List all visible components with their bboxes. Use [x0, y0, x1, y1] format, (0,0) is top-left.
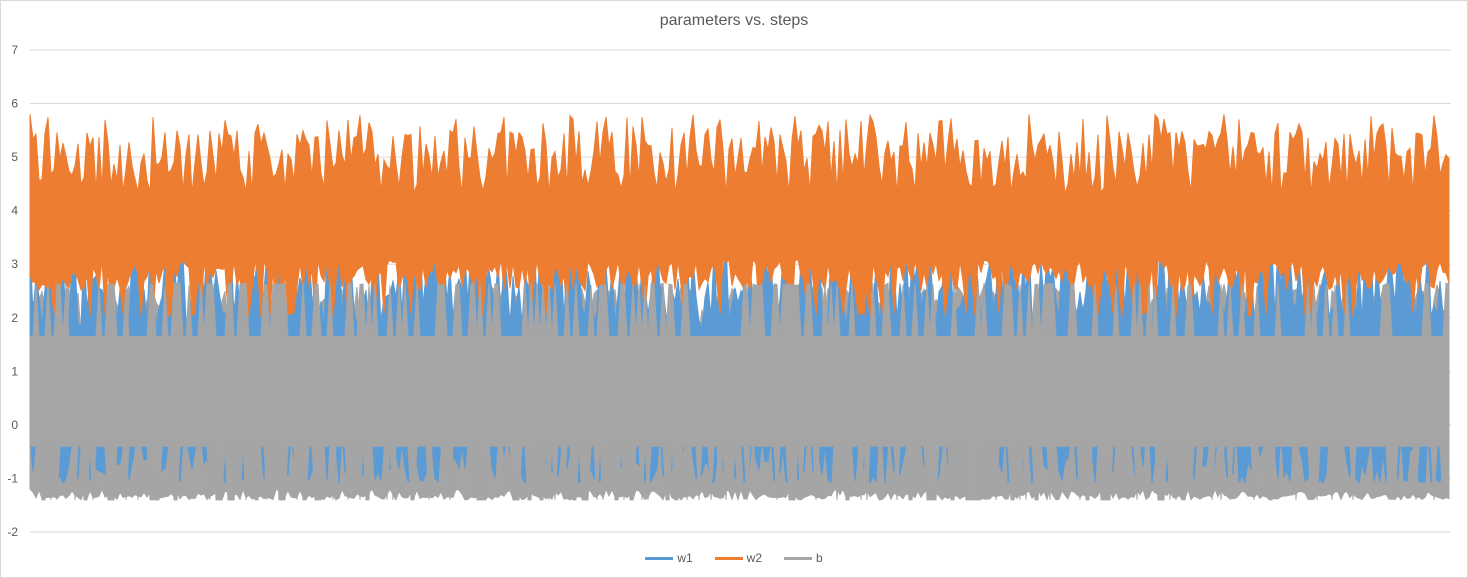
y-tick-label: 4: [11, 204, 18, 218]
y-tick-label: 5: [11, 150, 18, 164]
series-b-core: [29, 282, 1450, 501]
y-axis-ticks: 7 6 5 4 3 2 1 0 -1 -2: [7, 43, 18, 539]
legend-label-w1: w1: [677, 551, 693, 565]
y-tick-label: 3: [11, 257, 18, 271]
legend-item-w1: w1: [645, 551, 693, 565]
y-tick-label: 6: [11, 97, 18, 111]
y-tick-label: -2: [7, 525, 18, 539]
legend-swatch-w1: [645, 556, 674, 560]
y-tick-label: -1: [7, 471, 18, 485]
legend-item-w2: w2: [714, 551, 762, 565]
series-w2-envelope: [29, 113, 1450, 320]
y-tick-label: 2: [11, 311, 18, 325]
y-tick-label: 1: [11, 364, 18, 378]
legend-label-w2: w2: [746, 551, 762, 565]
legend: w1 w2 b: [0, 551, 1468, 565]
legend-swatch-w2: [714, 556, 743, 560]
series-b-core-envelope: [29, 282, 1450, 501]
legend-label-b: b: [816, 551, 823, 565]
legend-item-b: b: [784, 551, 823, 565]
legend-swatch-b: [784, 556, 812, 560]
series-w2-band: [29, 113, 1450, 320]
y-tick-label: 7: [11, 43, 18, 57]
chart-title: parameters vs. steps: [659, 12, 809, 29]
y-tick-label: 0: [11, 418, 18, 432]
